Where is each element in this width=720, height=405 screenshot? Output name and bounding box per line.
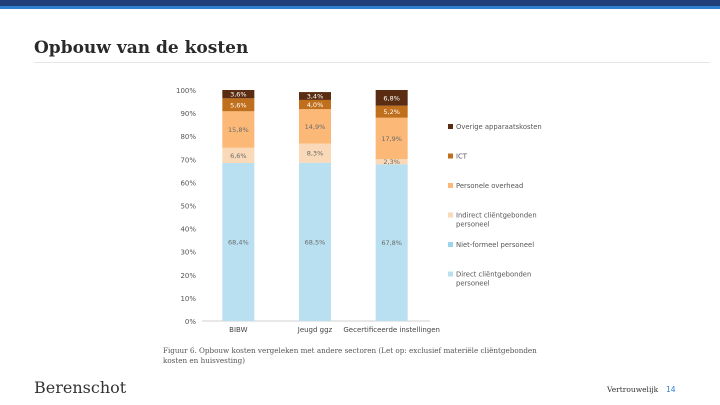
bar-segment <box>222 90 255 99</box>
bar-segment <box>375 159 408 165</box>
y-tick-label: 80% <box>180 133 196 141</box>
data-label: 3,6% <box>230 91 247 99</box>
legend-swatch <box>448 212 453 218</box>
legend-label: Direct cliëntgebonden <box>456 271 531 279</box>
legend-swatch <box>448 124 453 129</box>
y-tick-label: 40% <box>180 226 196 234</box>
data-label: 68,4% <box>228 238 249 246</box>
data-label: 14,9% <box>305 123 326 131</box>
data-label: 4,0% <box>307 101 324 109</box>
y-tick-label: 20% <box>180 272 196 280</box>
x-tick-label: Gecertificeerde instellingen <box>343 326 440 334</box>
legend-label: Indirect cliëntgebonden <box>456 212 537 220</box>
x-tick-label: BIBW <box>229 326 247 334</box>
data-label: 17,9% <box>381 135 402 143</box>
title-divider <box>34 62 710 63</box>
top-accent-stripe <box>0 6 720 9</box>
bar-segment <box>375 90 408 106</box>
page-title: Opbouw van de kosten <box>34 38 249 58</box>
bar-segment <box>375 164 408 321</box>
bar-segment <box>299 143 331 163</box>
data-label: 6,6% <box>230 152 247 160</box>
y-tick-label: 90% <box>180 110 196 118</box>
y-tick-label: 50% <box>180 203 196 211</box>
bar-segment <box>222 147 255 163</box>
figure-caption: Figuur 6. Opbouw kosten vergeleken met a… <box>163 346 537 365</box>
data-label: 8,3% <box>307 150 324 158</box>
legend-label: Overige apparaatskosten <box>456 123 542 131</box>
legend-swatch <box>448 242 453 247</box>
legend-swatch <box>448 271 453 277</box>
bar-segment <box>375 117 408 160</box>
data-label: 3,4% <box>307 93 324 101</box>
bar-segment <box>299 109 331 144</box>
legend-label: Niet-formeel personeel <box>456 241 534 249</box>
y-tick-label: 30% <box>180 249 196 257</box>
x-tick-label: Jeugd ggz <box>297 326 333 334</box>
legend-swatch <box>448 183 453 188</box>
legend-label: ICT <box>456 153 468 161</box>
bar-segment <box>299 92 331 100</box>
y-tick-label: 0% <box>185 318 196 326</box>
brand-logo-text: Berenschot <box>34 378 127 397</box>
data-label: 68,5% <box>305 238 326 246</box>
y-tick-label: 10% <box>180 295 196 303</box>
stacked-bar-chart: 0% 10% 20% 30% 40% 50% 60% 70% 80% 90% 100% 68,4% 6,… <box>176 87 542 334</box>
data-label: 6,8% <box>383 94 400 102</box>
y-tick-label: 60% <box>180 179 196 187</box>
legend-swatch <box>448 153 453 159</box>
top-accent-bar <box>0 0 720 6</box>
page-number: 14 <box>666 385 676 394</box>
data-label: 5,6% <box>230 101 247 109</box>
bar-segment <box>222 162 255 321</box>
confidentiality-label: Vertrouwelijk <box>607 385 659 394</box>
y-tick-label: 100% <box>176 87 196 95</box>
data-label: 67,8% <box>381 239 402 247</box>
data-label: 15,8% <box>228 126 249 134</box>
y-tick-label: 70% <box>180 156 196 164</box>
bar-segment <box>299 162 331 321</box>
bar-segment <box>299 99 331 110</box>
legend-label: personeel <box>456 280 490 288</box>
data-label: 5,2% <box>383 108 400 116</box>
bar-segment <box>375 105 408 118</box>
legend-label: personeel <box>456 221 490 229</box>
bar-segment <box>222 98 255 112</box>
data-label: 2,3% <box>383 158 400 166</box>
legend-label: Personele overhead <box>456 182 523 190</box>
bar-segment <box>222 111 255 148</box>
